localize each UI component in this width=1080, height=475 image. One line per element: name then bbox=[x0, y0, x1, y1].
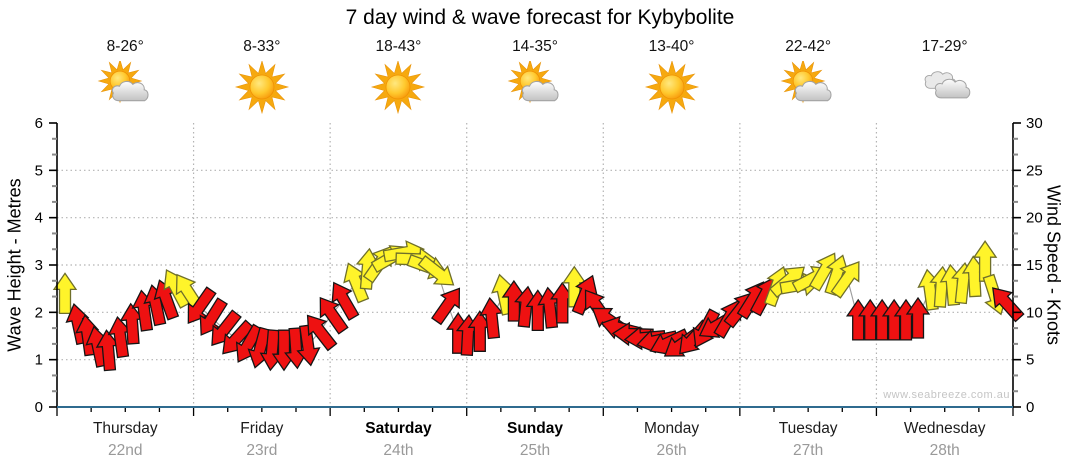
svg-text:1: 1 bbox=[35, 352, 43, 369]
day-column: 22-42° bbox=[740, 38, 877, 117]
day-temp: 17-29° bbox=[921, 38, 968, 55]
wind-arrow bbox=[830, 260, 860, 299]
day-date-label: 26th bbox=[656, 442, 687, 459]
svg-text:10: 10 bbox=[1026, 304, 1043, 321]
sunny-icon bbox=[371, 59, 426, 115]
wind-arrow bbox=[52, 272, 78, 315]
day-column: 13-40° bbox=[603, 38, 740, 117]
day-date-label: 22nd bbox=[108, 442, 143, 459]
day-date-label: 23rd bbox=[246, 442, 278, 459]
day-name-label: Tuesday bbox=[778, 420, 838, 437]
chart-title: 7 day wind & wave forecast for Kybybolit… bbox=[345, 6, 735, 29]
svg-text:30: 30 bbox=[1026, 115, 1043, 132]
day-name-label: Wednesday bbox=[903, 420, 986, 437]
sunny-icon bbox=[234, 59, 289, 115]
day-column: 8-26° bbox=[57, 38, 194, 117]
day-column: 17-29° bbox=[876, 38, 1013, 117]
day-temp: 14-35° bbox=[512, 38, 558, 55]
day-x-label: Monday 26th bbox=[603, 420, 740, 460]
forecast-chart: 0 1 2 3 4 5 6 0 5 10 15 20 25 30 bbox=[35, 115, 1043, 416]
day-name-label: Friday bbox=[240, 420, 284, 437]
day-name-label: Saturday bbox=[365, 420, 432, 437]
partly-cloudy-icon bbox=[507, 58, 559, 104]
day-name-label: Thursday bbox=[92, 420, 158, 437]
day-column: 8-33° bbox=[194, 38, 331, 117]
day-name-label: Sunday bbox=[506, 420, 563, 437]
day-x-label: Friday 23rd bbox=[194, 420, 331, 460]
day-temp: 18-43° bbox=[375, 38, 422, 55]
day-name-label: Monday bbox=[643, 420, 700, 437]
day-date-label: 24th bbox=[383, 442, 414, 459]
day-date-label: 28th bbox=[929, 442, 960, 459]
svg-text:0: 0 bbox=[35, 399, 43, 416]
x-axis-ticks bbox=[56, 407, 1014, 416]
svg-text:3: 3 bbox=[35, 257, 43, 274]
svg-text:6: 6 bbox=[35, 115, 43, 132]
svg-text:0: 0 bbox=[1026, 399, 1034, 416]
wind-arrow bbox=[431, 287, 461, 326]
wind-arrow bbox=[296, 324, 321, 367]
day-x-label: Saturday 24th bbox=[330, 420, 467, 460]
wind-arrow bbox=[319, 296, 349, 335]
day-x-label: Sunday 25th bbox=[467, 420, 604, 460]
day-temp: 13-40° bbox=[648, 38, 695, 55]
sunny-icon bbox=[644, 59, 699, 115]
watermark: www.seabreeze.com.au bbox=[883, 389, 1010, 401]
svg-text:4: 4 bbox=[35, 210, 43, 227]
partly-cloudy-icon bbox=[97, 58, 149, 104]
svg-text:20: 20 bbox=[1026, 210, 1043, 227]
left-axis: 0 1 2 3 4 5 6 bbox=[35, 115, 58, 416]
partly-cloudy-icon bbox=[780, 58, 832, 104]
svg-text:5: 5 bbox=[35, 162, 43, 179]
wave-axis-label: Wave Height - Metres bbox=[4, 178, 25, 352]
day-column: 14-35° bbox=[467, 38, 604, 117]
day-x-label: Wednesday 28th bbox=[876, 420, 1013, 460]
svg-text:15: 15 bbox=[1026, 257, 1043, 274]
wind-arrow bbox=[199, 297, 228, 336]
wind-arrow bbox=[905, 296, 931, 339]
right-axis: 0 5 10 15 20 25 30 bbox=[1012, 115, 1043, 416]
svg-text:25: 25 bbox=[1026, 162, 1043, 179]
day-x-label: Thursday 22nd bbox=[57, 420, 194, 460]
wind-arrow bbox=[417, 255, 455, 286]
grid-lines bbox=[57, 123, 1013, 407]
wind-axis-label: Wind Speed - Knots bbox=[1043, 184, 1064, 346]
wind-arrow bbox=[187, 286, 217, 325]
day-temp: 8-33° bbox=[243, 38, 281, 55]
day-x-label: Tuesday 27th bbox=[740, 420, 877, 460]
svg-text:2: 2 bbox=[35, 304, 43, 321]
wind-arrows bbox=[52, 240, 1025, 372]
svg-text:5: 5 bbox=[1026, 352, 1034, 369]
cloudy-icon bbox=[924, 71, 971, 99]
day-temp: 8-26° bbox=[106, 38, 144, 55]
day-temp: 22-42° bbox=[785, 38, 832, 55]
wind-arrow bbox=[306, 314, 338, 352]
wind-arrow bbox=[331, 281, 360, 321]
day-column: 18-43° bbox=[330, 38, 467, 117]
day-date-label: 27th bbox=[793, 442, 824, 459]
day-date-label: 25th bbox=[519, 442, 551, 459]
